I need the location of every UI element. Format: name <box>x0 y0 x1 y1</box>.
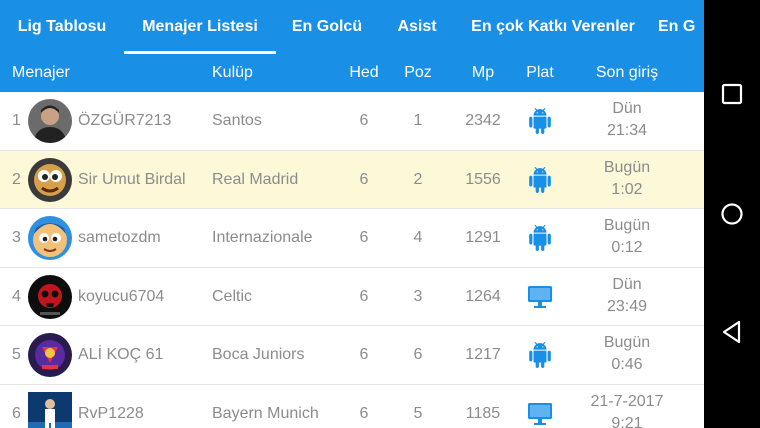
avatar-skull-icon[interactable] <box>28 274 72 319</box>
android-icon <box>526 225 554 251</box>
table-row[interactable]: 4 koyucu6704 Celtic 6 3 1264 Dün 23:49 <box>0 268 704 326</box>
poz-value: 6 <box>413 346 423 363</box>
col-club[interactable]: Kulüp <box>212 64 253 81</box>
table-header: Menajer Kulüp Hed Poz Mp Plat Son giriş <box>0 54 704 92</box>
table-row[interactable]: 6 RvP1228 Bayern Munich 6 5 1185 21-7-20… <box>0 385 704 428</box>
hed-value: 6 <box>359 229 369 246</box>
col-hed[interactable]: Hed <box>349 64 379 81</box>
hed-value: 6 <box>359 404 369 422</box>
mp-value: 2342 <box>465 112 501 129</box>
last-login-time: 1:02 <box>611 180 643 198</box>
manager-name[interactable]: RvP1228 <box>78 404 144 422</box>
col-last-login[interactable]: Son giriş <box>595 64 659 81</box>
rank: 5 <box>12 346 21 363</box>
table-row[interactable]: 1 ÖZGÜR7213 Santos 6 1 2342 Dün 21:34 <box>0 92 704 151</box>
last-login: Bugün 0:46 <box>582 332 672 376</box>
col-mp[interactable]: Mp <box>471 64 495 81</box>
last-login-day: Bugün <box>603 217 651 234</box>
last-login-day: Bugün <box>603 334 651 351</box>
club-name: Santos <box>212 112 262 129</box>
tab-bar: Lig Tablosu Menajer Listesi En Golcü Asi… <box>0 0 704 54</box>
col-plat[interactable]: Plat <box>526 64 554 81</box>
last-login: Bugün 1:02 <box>582 157 672 201</box>
rank: 2 <box>12 170 21 188</box>
club-name: Bayern Munich <box>212 404 319 422</box>
home-icon[interactable] <box>718 200 746 228</box>
avatar-cartoon-icon[interactable] <box>28 157 72 202</box>
last-login: Dün 21:34 <box>582 98 672 142</box>
android-icon <box>526 342 554 368</box>
manager-name[interactable]: Sir Umut Birdal <box>78 170 186 188</box>
hed-value: 6 <box>359 170 369 188</box>
mp-value: 1185 <box>465 404 501 422</box>
club-name: Real Madrid <box>212 170 299 188</box>
last-login-day: Dün <box>612 100 642 117</box>
recents-icon[interactable] <box>718 80 746 108</box>
poz-value: 2 <box>413 170 423 188</box>
manager-name[interactable]: koyucu6704 <box>78 287 165 305</box>
last-login-time: 21:34 <box>606 122 648 139</box>
rank: 6 <box>12 404 21 422</box>
android-icon <box>526 166 554 193</box>
club-name: Boca Juniors <box>212 346 305 363</box>
android-nav-bar <box>704 0 760 428</box>
club-name: Celtic <box>212 287 253 305</box>
poz-value: 1 <box>413 112 423 129</box>
tab-league-table[interactable]: Lig Tablosu <box>17 18 107 35</box>
last-login-time: 0:12 <box>611 239 643 256</box>
tab-assist[interactable]: Asist <box>397 18 437 35</box>
mp-value: 1556 <box>465 170 501 188</box>
manager-name[interactable]: sametozdm <box>78 229 161 246</box>
hed-value: 6 <box>359 112 369 129</box>
col-manager[interactable]: Menajer <box>12 64 70 81</box>
rank: 3 <box>12 229 21 246</box>
avatar-photo-icon[interactable] <box>28 99 72 143</box>
table-row[interactable]: 5 ALİ KOÇ 61 Boca Juniors 6 6 1217 Bugün… <box>0 326 704 385</box>
last-login: Bugün 0:12 <box>582 215 672 259</box>
last-login: Dün 23:49 <box>582 274 672 318</box>
mp-value: 1217 <box>465 346 501 363</box>
mp-value: 1291 <box>465 229 501 246</box>
avatar-badge-icon[interactable] <box>28 333 72 377</box>
hed-value: 6 <box>359 346 369 363</box>
last-login-day: Bugün <box>603 158 651 176</box>
last-login-time: 0:46 <box>611 356 643 373</box>
manager-name[interactable]: ALİ KOÇ 61 <box>78 346 164 363</box>
android-icon <box>526 108 554 134</box>
tab-top-scorer[interactable]: En Golcü <box>291 18 363 35</box>
poz-value: 3 <box>413 287 423 305</box>
table-row[interactable]: 2 Sir Umut Birdal Real Madrid 6 2 1556 B… <box>0 150 704 209</box>
tab-more[interactable]: En G <box>658 18 696 35</box>
manager-list: 1 ÖZGÜR7213 Santos 6 1 2342 Dün 21:34 2 S… <box>0 92 704 428</box>
hed-value: 6 <box>359 287 369 305</box>
back-icon[interactable] <box>718 318 746 346</box>
app: Lig Tablosu Menajer Listesi En Golcü Asi… <box>0 0 704 428</box>
last-login-time: 23:49 <box>606 297 648 315</box>
last-login-day: 21-7-2017 <box>590 392 664 410</box>
rank: 4 <box>12 287 21 305</box>
desktop-icon <box>526 284 554 310</box>
tab-manager-list[interactable]: Menajer Listesi <box>124 0 276 54</box>
avatar-cartoon-icon[interactable] <box>28 216 72 260</box>
manager-name[interactable]: ÖZGÜR7213 <box>78 112 172 129</box>
avatar-player-icon[interactable] <box>28 391 72 428</box>
last-login-day: Dün <box>612 275 642 293</box>
col-poz[interactable]: Poz <box>404 64 432 81</box>
table-row[interactable]: 3 sametozdm Internazionale 6 4 1291 Bugü… <box>0 209 704 268</box>
desktop-icon <box>526 401 554 427</box>
club-name: Internazionale <box>212 229 313 246</box>
last-login-time: 9:21 <box>611 414 643 428</box>
tab-top-contributors[interactable]: En çok Katkı Verenler <box>471 18 635 35</box>
last-login: 21-7-2017 9:21 <box>582 391 672 428</box>
rank: 1 <box>12 112 21 129</box>
poz-value: 5 <box>413 404 423 422</box>
poz-value: 4 <box>413 229 423 246</box>
mp-value: 1264 <box>465 287 501 305</box>
